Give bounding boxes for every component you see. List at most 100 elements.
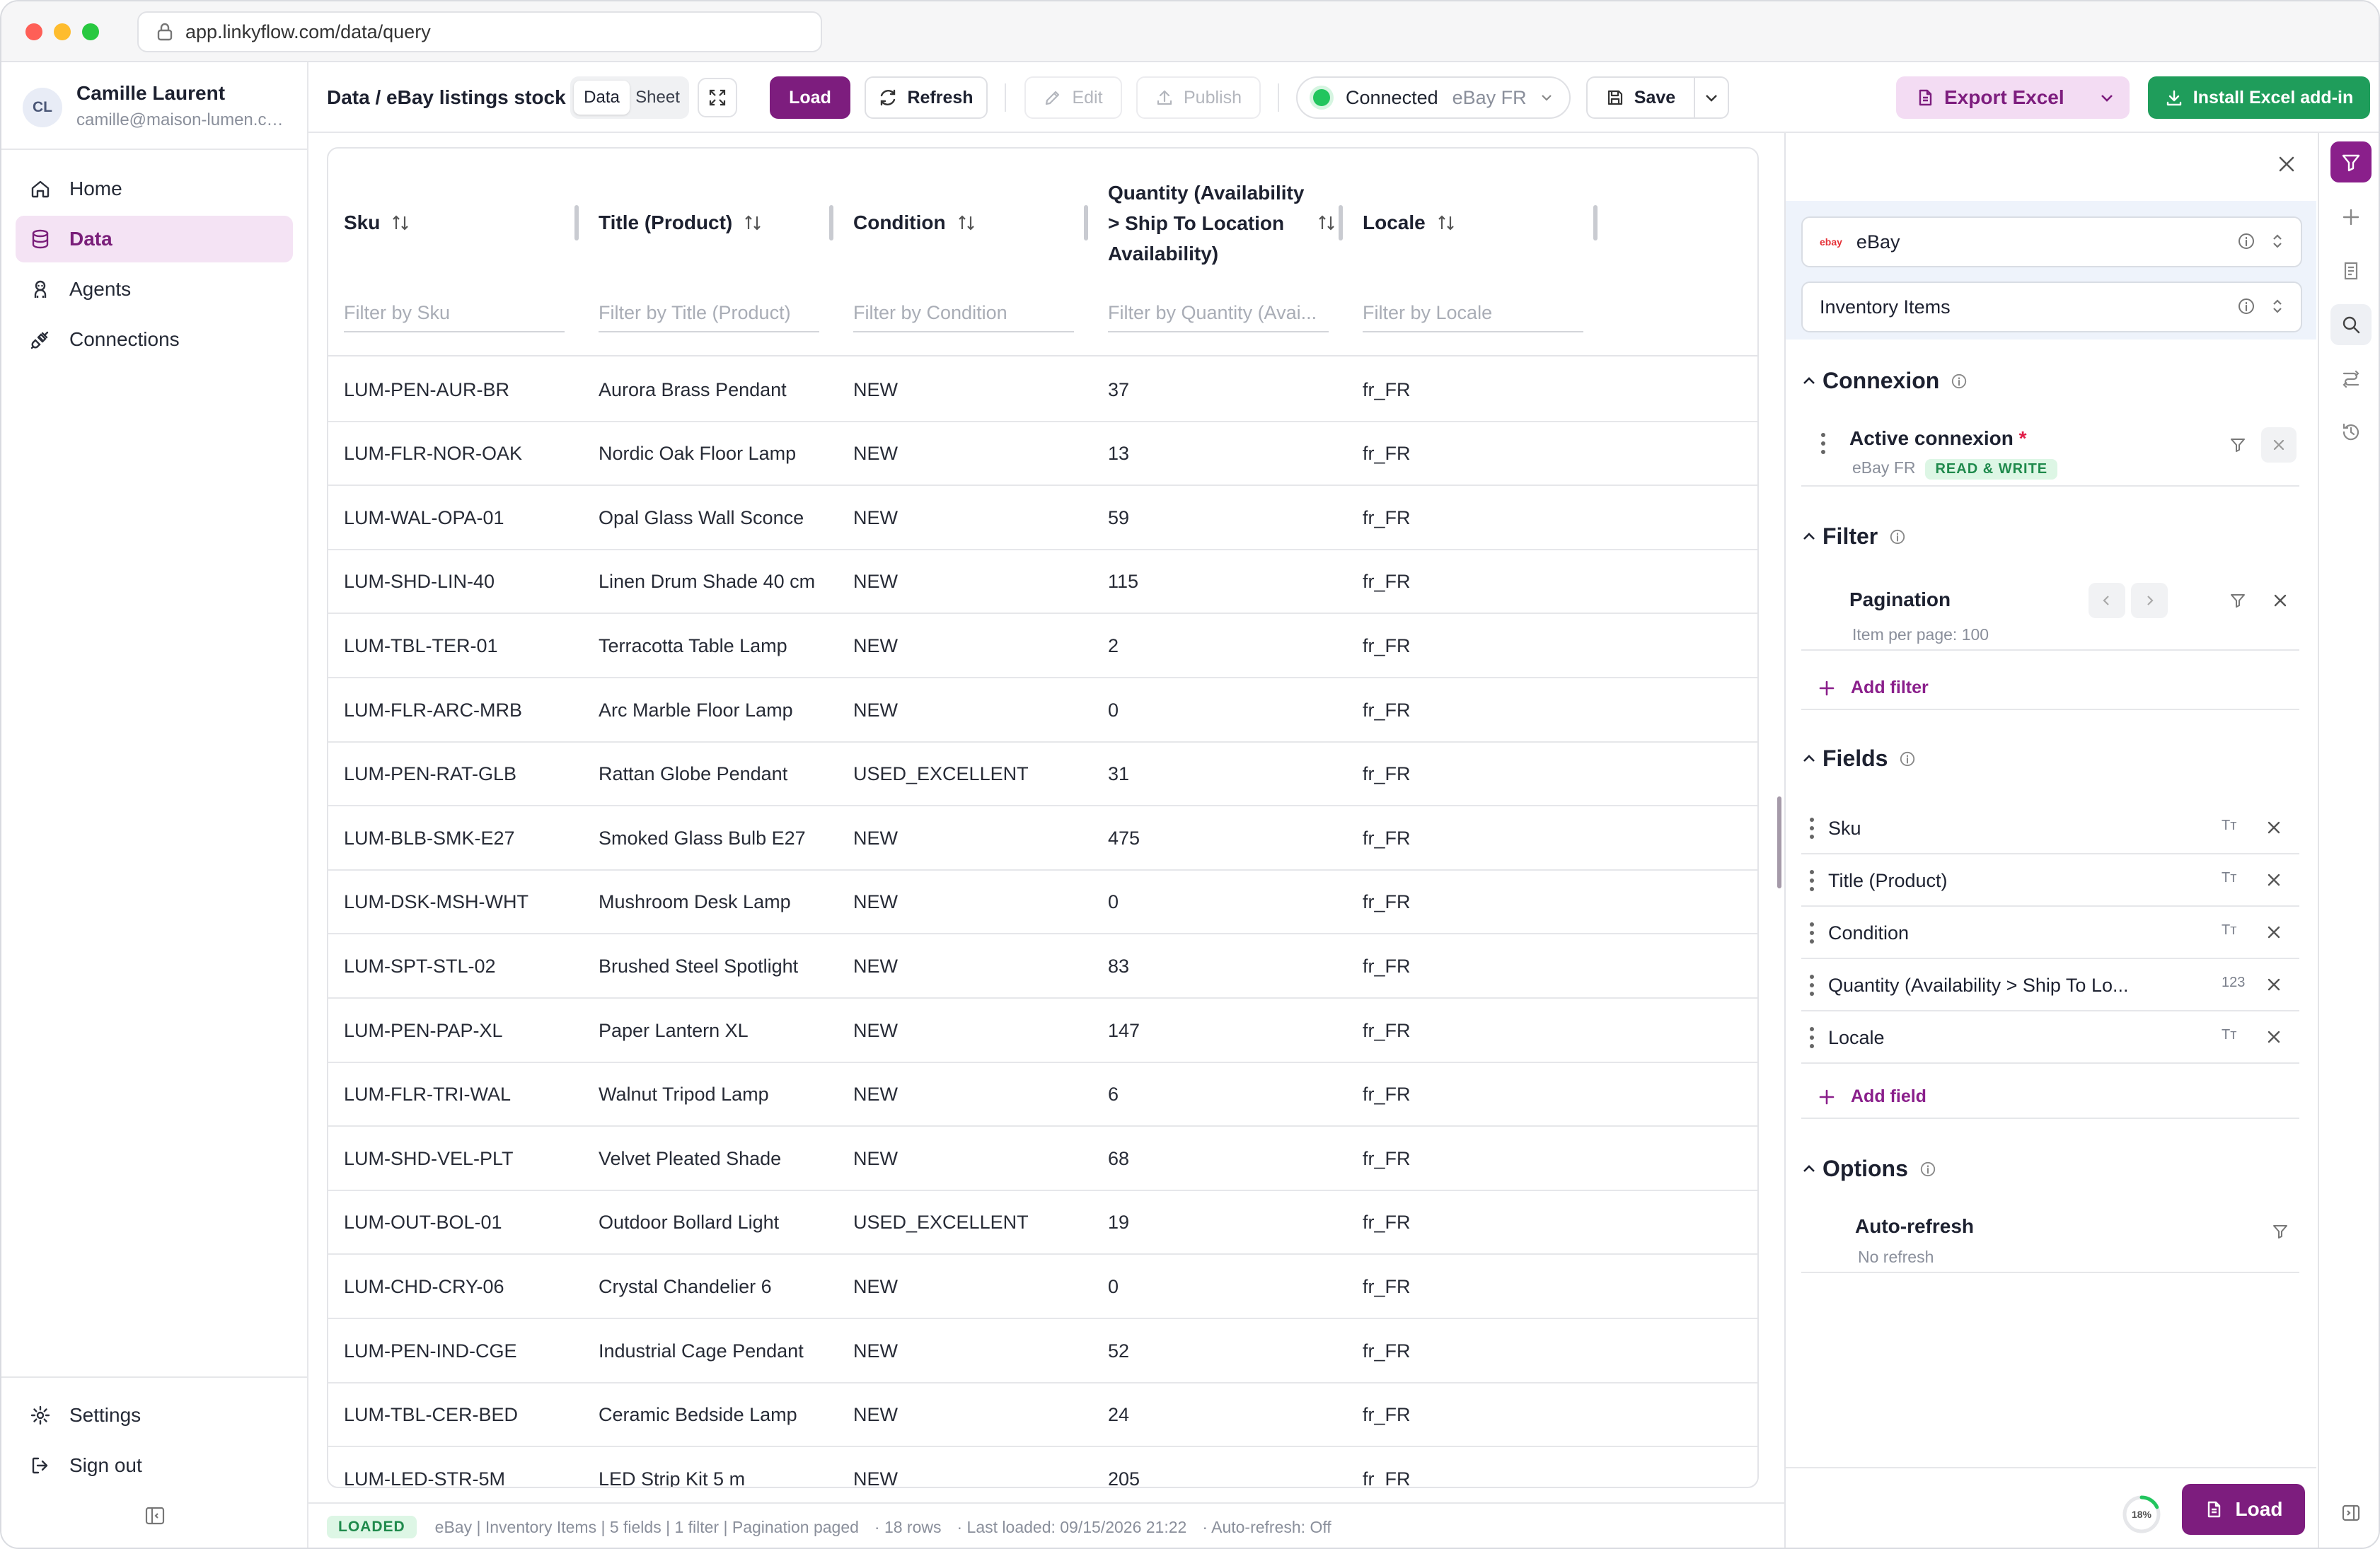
load-button[interactable]: Load: [770, 76, 850, 119]
table-row[interactable]: LUM-PEN-IND-CGE Industrial Cage Pendant NE…: [328, 1319, 1757, 1383]
object-select[interactable]: Inventory Items: [1801, 282, 2302, 332]
table-row[interactable]: LUM-WAL-OPA-01 Opal Glass Wall Sconce NEW 5…: [328, 486, 1757, 550]
rail-history-button[interactable]: [2330, 412, 2372, 453]
sort-icon[interactable]: [1435, 212, 1457, 233]
install-addin-button[interactable]: Install Excel add-in: [2148, 76, 2370, 119]
column-header-title[interactable]: Title (Product): [599, 149, 832, 297]
sidebar-item-data[interactable]: Data: [16, 216, 293, 262]
save-options-button[interactable]: [1694, 76, 1729, 119]
previous-page-button[interactable]: [2089, 583, 2125, 618]
close-icon[interactable]: [2265, 819, 2282, 836]
drag-handle-icon[interactable]: [1808, 816, 1815, 840]
table-row[interactable]: LUM-OUT-BOL-01 Outdoor Bollard Light USED_…: [328, 1191, 1757, 1255]
table-row[interactable]: LUM-SHD-LIN-40 Linen Drum Shade 40 cm NEW 1…: [328, 550, 1757, 615]
column-header-quantity[interactable]: Quantity (Availability > Ship To Locatio…: [1108, 149, 1348, 297]
close-icon[interactable]: [2265, 976, 2282, 993]
field-row[interactable]: Locale Tт: [1801, 1011, 2299, 1064]
table-row[interactable]: LUM-BLB-SMK-E27 Smoked Glass Bulb E27 NEW 4…: [328, 806, 1757, 871]
table-row[interactable]: LUM-PEN-RAT-GLB Rattan Globe Pendant USED_…: [328, 743, 1757, 807]
field-row[interactable]: Title (Product) Tт: [1801, 854, 2299, 907]
address-bar[interactable]: app.linkyflow.com/data/query: [137, 11, 822, 52]
close-icon[interactable]: [2271, 591, 2289, 610]
fullscreen-button[interactable]: [698, 78, 737, 117]
close-icon[interactable]: [2265, 924, 2282, 941]
column-resizer[interactable]: [1084, 205, 1088, 240]
column-resizer[interactable]: [1593, 205, 1598, 240]
filter-icon[interactable]: [2229, 591, 2247, 610]
table-row[interactable]: LUM-SPT-STL-02 Brushed Steel Spotlight NEW…: [328, 934, 1757, 999]
filter-icon[interactable]: [2229, 436, 2247, 454]
filter-input-locale[interactable]: Filter by Locale: [1363, 294, 1583, 332]
save-button[interactable]: Save: [1586, 76, 1694, 119]
close-icon[interactable]: [2265, 1028, 2282, 1045]
minimize-window-button[interactable]: [54, 23, 71, 40]
field-row[interactable]: Quantity (Availability > Ship To Lo... 12…: [1801, 959, 2299, 1011]
filter-input-condition[interactable]: Filter by Condition: [853, 294, 1074, 332]
remove-connexion-button[interactable]: [2261, 427, 2297, 463]
close-window-button[interactable]: [25, 23, 42, 40]
section-connexion[interactable]: Connexion: [1801, 368, 1968, 394]
export-options-button[interactable]: [2084, 76, 2130, 119]
sidebar-item-home[interactable]: Home: [16, 166, 293, 212]
column-resizer[interactable]: [829, 205, 833, 240]
add-field-button[interactable]: Add field: [1818, 1086, 1926, 1107]
table-row[interactable]: LUM-TBL-CER-BED Ceramic Bedside Lamp NEW 24…: [328, 1383, 1757, 1448]
tab-sheet[interactable]: Sheet: [635, 88, 680, 107]
edit-button[interactable]: Edit: [1024, 76, 1122, 119]
section-filter[interactable]: Filter: [1801, 523, 1906, 550]
next-page-button[interactable]: [2131, 583, 2168, 618]
field-row[interactable]: Condition Tт: [1801, 907, 2299, 959]
table-row[interactable]: LUM-PEN-AUR-BR Aurora Brass Pendant NEW 37 f…: [328, 358, 1757, 422]
rail-notes-button[interactable]: [2330, 250, 2372, 291]
refresh-button[interactable]: Refresh: [865, 76, 988, 119]
sidebar-item-connections[interactable]: Connections: [16, 316, 293, 363]
sidebar-item-settings[interactable]: Settings: [16, 1392, 293, 1439]
rail-collapse-button[interactable]: [2330, 1492, 2372, 1533]
drag-handle-icon[interactable]: [1808, 869, 1815, 893]
filter-input-quantity[interactable]: Filter by Quantity (Avai...: [1108, 294, 1329, 332]
close-icon[interactable]: [2265, 871, 2282, 888]
section-options[interactable]: Options: [1801, 1156, 1936, 1182]
source-select[interactable]: ebay eBay: [1801, 216, 2302, 267]
sort-icon[interactable]: [956, 212, 977, 233]
table-row[interactable]: LUM-FLR-TRI-WAL Walnut Tripod Lamp NEW 6 fr_…: [328, 1063, 1757, 1127]
panel-load-button[interactable]: Load: [2182, 1484, 2305, 1535]
column-resizer[interactable]: [574, 205, 579, 240]
collapse-sidebar-icon[interactable]: [144, 1505, 166, 1526]
user-profile[interactable]: CL Camille Laurent camille@maison-lumen.…: [1, 62, 307, 150]
column-resizer[interactable]: [1339, 205, 1343, 240]
section-fields[interactable]: Fields: [1801, 746, 1916, 772]
sort-icon[interactable]: [390, 212, 411, 233]
field-type-icon[interactable]: 123: [2222, 975, 2246, 990]
maximize-window-button[interactable]: [82, 23, 99, 40]
table-row[interactable]: LUM-TBL-TER-01 Terracotta Table Lamp NEW 2 f…: [328, 614, 1757, 678]
field-type-icon[interactable]: Tт: [2222, 870, 2237, 886]
drag-handle-icon[interactable]: [1808, 973, 1815, 997]
close-icon[interactable]: [2277, 154, 2297, 174]
table-row[interactable]: LUM-SHD-VEL-PLT Velvet Pleated Shade NEW 68…: [328, 1127, 1757, 1191]
field-type-icon[interactable]: Tт: [2222, 818, 2237, 833]
rail-search-button[interactable]: [2330, 304, 2372, 345]
column-header-condition[interactable]: Condition: [853, 149, 1087, 297]
table-row[interactable]: LUM-FLR-ARC-MRB Arc Marble Floor Lamp NEW 0…: [328, 678, 1757, 743]
sort-icon[interactable]: [1316, 212, 1337, 233]
export-excel-button[interactable]: Export Excel: [1896, 76, 2084, 119]
drag-handle-icon[interactable]: [1808, 1026, 1815, 1050]
connection-selector[interactable]: Connected eBay FR: [1296, 76, 1571, 119]
table-row[interactable]: LUM-FLR-NOR-OAK Nordic Oak Floor Lamp NEW 1…: [328, 422, 1757, 487]
table-row[interactable]: LUM-DSK-MSH-WHT Mushroom Desk Lamp NEW 0 fr_…: [328, 871, 1757, 935]
rail-flow-button[interactable]: [2330, 358, 2372, 399]
field-type-icon[interactable]: Tт: [2222, 922, 2237, 938]
rail-filter-button[interactable]: [2330, 141, 2372, 182]
scrollbar[interactable]: [1777, 796, 1781, 888]
filter-input-title[interactable]: Filter by Title (Product): [599, 294, 819, 332]
table-row[interactable]: LUM-CHD-CRY-06 Crystal Chandelier 6 NEW 0 fr…: [328, 1255, 1757, 1319]
publish-button[interactable]: Publish: [1136, 76, 1261, 119]
add-filter-button[interactable]: Add filter: [1818, 678, 1929, 698]
sort-icon[interactable]: [742, 212, 763, 233]
rail-add-button[interactable]: [2330, 197, 2372, 238]
column-header-locale[interactable]: Locale: [1363, 149, 1596, 297]
drag-handle-icon[interactable]: [1808, 921, 1815, 945]
field-type-icon[interactable]: Tт: [2222, 1027, 2237, 1043]
table-row[interactable]: LUM-LED-STR-5M LED Strip Kit 5 m NEW 205 fr_…: [328, 1447, 1757, 1487]
